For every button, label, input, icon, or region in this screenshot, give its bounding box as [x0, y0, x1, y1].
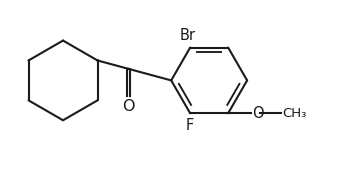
Text: Br: Br	[179, 28, 195, 43]
Text: O: O	[252, 106, 264, 121]
Text: CH₃: CH₃	[282, 107, 307, 120]
Text: O: O	[122, 99, 135, 114]
Text: F: F	[186, 118, 194, 133]
